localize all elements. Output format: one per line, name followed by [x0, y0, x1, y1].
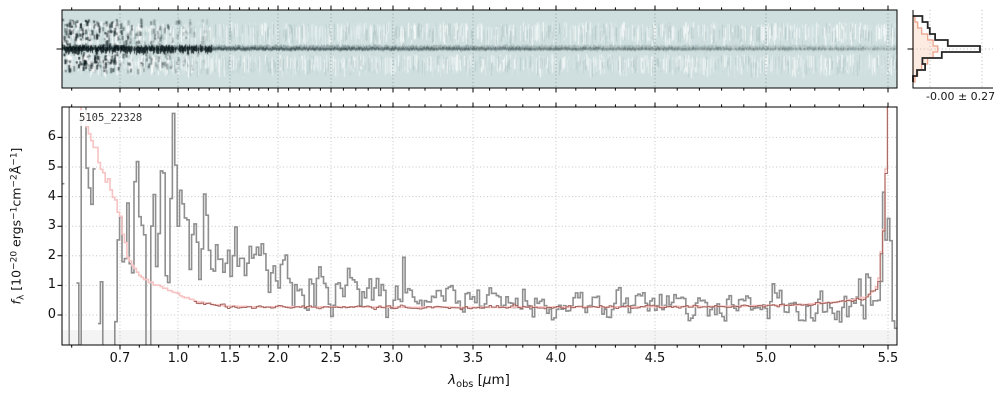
y-tick-label: 4 [47, 188, 56, 204]
axis-label-part: ergs [8, 219, 24, 251]
x-tick-label: 3.0 [382, 351, 404, 366]
x-tick-label: 3.5 [462, 351, 484, 366]
y-tick-label: 0 [47, 307, 56, 322]
y-tick-label: 6 [47, 129, 56, 145]
profile-data-hist [912, 15, 981, 82]
axis-label-part: obs [456, 379, 474, 391]
x-tick-label: 4.5 [644, 351, 666, 366]
axis-label-part: −1 [9, 206, 19, 220]
axis-label-part: [10 [8, 269, 24, 295]
x-tick-label: 5.5 [877, 351, 899, 366]
main-panel-frame [61, 106, 898, 346]
axis-label-part: λ [16, 294, 27, 301]
2d-gridlines [62, 10, 897, 88]
x-axis-label: λobs [μm] [448, 372, 510, 391]
uncertainty-step-line [78, 107, 889, 309]
axis-ticks [56, 5, 913, 350]
axis-label-part: f [8, 300, 24, 305]
axis-label-part: Å [8, 165, 24, 175]
x-tick-label: 1.0 [167, 351, 189, 366]
axis-label-part: −2 [9, 174, 19, 188]
y-tick-label: 2 [47, 247, 56, 263]
x-tick-label: 2.0 [267, 351, 289, 366]
profile-panel-spines [912, 10, 993, 89]
x-tick-label: 4.0 [545, 351, 567, 366]
profile-stats-annotation: -0.00 ± 0.27 [926, 90, 996, 103]
axis-label-part: −20 [9, 250, 19, 270]
axis-label-part: −1 [9, 152, 19, 166]
main-gridlines [62, 107, 897, 345]
y-tick-label: 1 [47, 277, 56, 293]
uncertainty-smoothed-line [193, 107, 888, 311]
source-id-label: 5105_22328 [74, 110, 148, 126]
x-tick-label: 1.5 [219, 351, 241, 366]
x-tick-label: 2.5 [320, 351, 342, 366]
profile-gridlines [913, 10, 993, 88]
x-tick-label: 0.7 [109, 351, 131, 366]
flux-step-line [62, 107, 897, 345]
axis-label-part: cm [8, 187, 24, 207]
axis-label-part: m] [491, 372, 510, 388]
bottom-shade-band [62, 330, 897, 345]
y-axis-label: fλ [10−20 ergs−1cm−2Å−1] [8, 148, 27, 305]
axis-label-part: λ [448, 372, 457, 388]
y-tick-label: 3 [47, 218, 56, 234]
y-tick-label: 5 [47, 159, 56, 174]
axis-label-part: μ [482, 372, 492, 388]
axis-label-part: [ [473, 372, 483, 388]
2d-spectrum-image [62, 10, 897, 88]
x-tick-label: 5.0 [755, 351, 777, 366]
